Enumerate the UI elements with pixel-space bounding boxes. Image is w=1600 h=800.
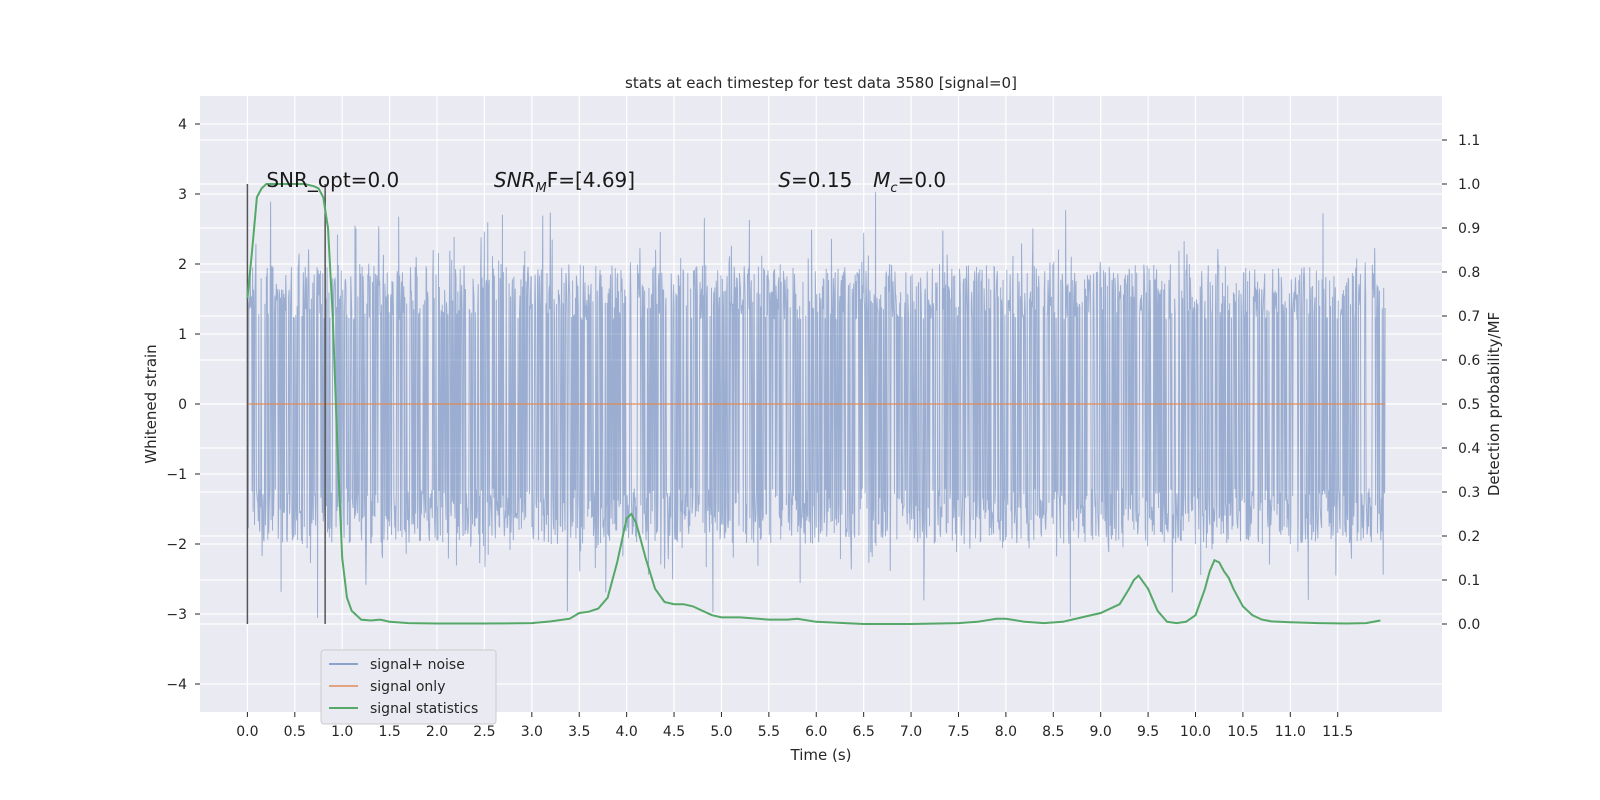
y-axis-ticks: −4 −3 −2 −1 0 1 2 3 4	[166, 117, 200, 693]
y-tick-label: 4	[178, 117, 187, 133]
y-tick-label: −3	[166, 607, 187, 623]
y-tick-label: 2	[178, 257, 187, 273]
y-right-tick-label: 0.4	[1458, 441, 1480, 457]
vertical-lines	[246, 184, 326, 624]
y-right-tick-label: 0.7	[1458, 309, 1480, 325]
legend-box	[320, 649, 497, 725]
x-tick-label: 5.0	[710, 724, 732, 740]
x-tick-label: 1.5	[378, 724, 400, 740]
x-tick-label: 11.5	[1322, 724, 1353, 740]
y-tick-label: −2	[166, 537, 187, 553]
signal-noise-line	[246, 192, 1386, 618]
x-tick-label: 7.5	[947, 724, 969, 740]
x-tick-label: 0.5	[284, 724, 306, 740]
x-tick-label: 9.0	[1090, 724, 1112, 740]
legend-label-signal-only: signal only	[370, 679, 445, 695]
annotation-mc: Mc=0.0	[873, 168, 946, 196]
x-tick-label: 1.0	[331, 724, 353, 740]
y-axis-right-ticks: 0.0 0.1 0.2 0.3 0.4 0.5 0.6 0.7 0.8 0.9 1.0 1.1	[1442, 133, 1480, 633]
x-tick-label: 6.5	[853, 724, 875, 740]
x-tick-label: 7.0	[900, 724, 922, 740]
x-tick-label: 2.0	[426, 724, 448, 740]
annotation-snr-mf-var: SNRMF=[4.69]	[494, 168, 635, 196]
y-right-tick-label: 0.2	[1458, 529, 1480, 545]
x-tick-label: 4.5	[663, 724, 685, 740]
x-tick-label: 8.5	[1042, 724, 1064, 740]
annotation-s-stat: S=0.15	[778, 168, 852, 192]
x-tick-label: 11.0	[1275, 724, 1306, 740]
x-tick-label: 4.0	[616, 724, 638, 740]
y-axis-right-title: Detection probability/MF	[1485, 312, 1503, 496]
y-right-tick-label: 0.8	[1458, 265, 1480, 281]
x-tick-label: 3.0	[521, 724, 543, 740]
y-right-tick-label: 0.9	[1458, 221, 1480, 237]
signal-noise-series	[246, 192, 1386, 618]
signal-statistics-series	[246, 183, 1381, 625]
x-tick-label: 10.5	[1227, 724, 1258, 740]
y-right-tick-label: 0.6	[1458, 353, 1480, 369]
x-axis-ticks: 0.0 0.5 1.0 1.5 2.0 2.5 3.0 3.5 4.0 4.5 5.0 5.5 6.0 6…	[236, 712, 1353, 740]
chart-title: stats at each timestep for test data 358…	[625, 74, 1017, 92]
y-right-tick-label: 0.3	[1458, 485, 1480, 501]
y-right-tick-label: 1.1	[1458, 133, 1480, 149]
legend-label-signal-statistics: signal statistics	[370, 701, 478, 717]
legend: signal+ noise signal only signal statist…	[320, 649, 497, 725]
x-tick-label: 8.0	[995, 724, 1017, 740]
annotations: SNR_opt=0.0 SNRMF=[4.69] S=0.15 Mc=0.0	[266, 168, 946, 196]
x-tick-label: 2.5	[473, 724, 495, 740]
y-right-tick-label: 0.5	[1458, 397, 1480, 413]
y-tick-label: 3	[178, 187, 187, 203]
y-axis-title: Whitened strain	[142, 344, 160, 463]
x-tick-label: 3.5	[568, 724, 590, 740]
y-right-tick-label: 0.1	[1458, 573, 1480, 589]
y-right-tick-label: 1.0	[1458, 177, 1480, 193]
y-tick-label: 1	[178, 327, 187, 343]
x-axis-title: Time (s)	[790, 746, 852, 764]
y-right-tick-label: 0.0	[1458, 617, 1480, 633]
x-tick-label: 6.0	[805, 724, 827, 740]
y-tick-label: −4	[166, 677, 187, 693]
legend-label-signal-noise: signal+ noise	[370, 657, 465, 673]
x-tick-label: 9.5	[1137, 724, 1159, 740]
signal-statistics-line	[246, 183, 1381, 625]
x-tick-label: 0.0	[236, 724, 258, 740]
x-tick-label: 10.0	[1180, 724, 1211, 740]
annotation-snr-opt: SNR_opt=0.0	[266, 168, 399, 192]
y-tick-label: 0	[178, 397, 187, 413]
x-tick-label: 5.5	[758, 724, 780, 740]
y-tick-label: −1	[166, 467, 187, 483]
